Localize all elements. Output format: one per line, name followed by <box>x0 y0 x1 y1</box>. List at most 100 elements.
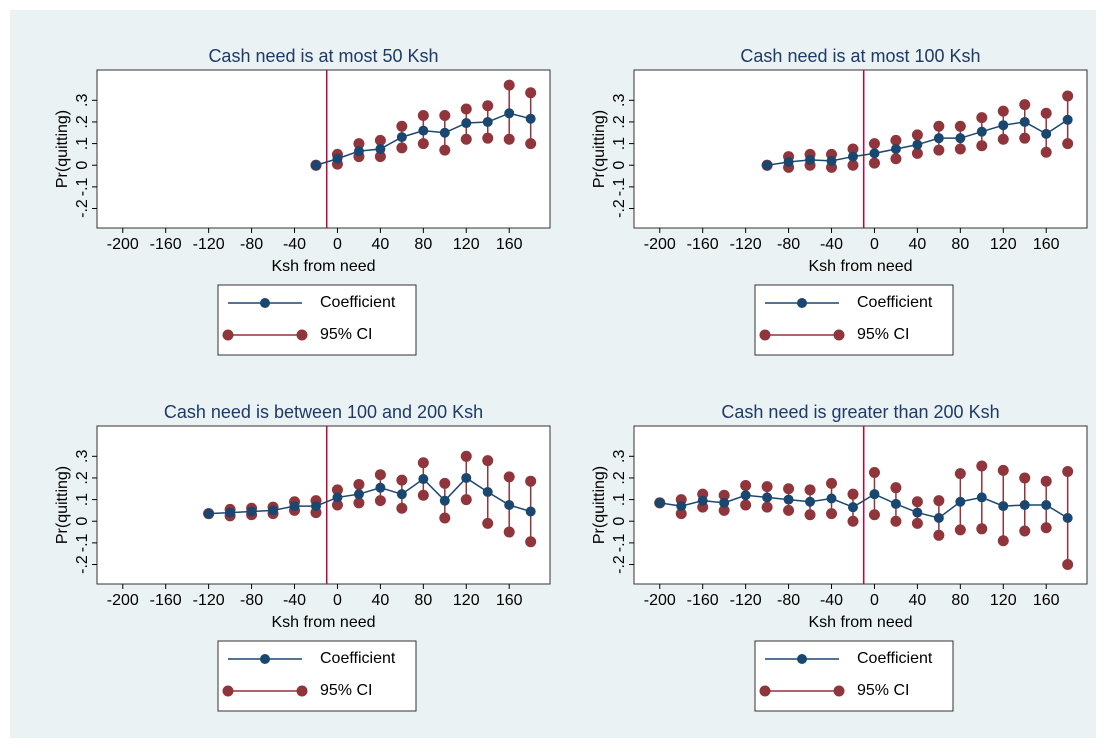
coefficient-marker <box>847 502 858 513</box>
coefficient-marker <box>289 501 300 512</box>
ci-upper-marker <box>460 103 472 115</box>
ci-lower-marker <box>933 529 945 541</box>
coefficient-marker <box>697 495 708 506</box>
x-tick-label: 80 <box>414 592 432 609</box>
ci-lower-marker <box>417 138 429 150</box>
coefficient-marker <box>998 120 1009 131</box>
ci-lower-marker <box>675 508 687 520</box>
y-tick-label: -.2 <box>611 555 628 574</box>
ci-lower-marker <box>954 524 966 536</box>
coefficient-marker <box>353 146 364 157</box>
coefficient-marker <box>482 487 493 498</box>
coefficient-marker <box>805 154 816 165</box>
ci-upper-marker <box>525 475 537 487</box>
coefficient-marker <box>482 116 493 127</box>
ci-lower-marker <box>783 504 795 516</box>
x-tick-label: -40 <box>820 592 843 609</box>
y-tick-label: 0 <box>611 517 628 526</box>
ci-upper-marker <box>826 477 838 489</box>
coefficient-marker <box>310 160 321 171</box>
panel-title: Cash need is between 100 and 200 Ksh <box>164 402 483 422</box>
ci-upper-marker <box>439 477 451 489</box>
coefficient-marker <box>1041 128 1052 139</box>
coefficient-marker <box>1062 114 1073 125</box>
coefficient-marker <box>762 160 773 171</box>
x-tick-label: -160 <box>687 236 719 253</box>
coefficient-marker <box>203 508 214 519</box>
coefficient-marker <box>719 497 730 508</box>
x-axis-label: Ksh from need <box>808 258 912 275</box>
ci-lower-marker <box>740 499 752 511</box>
ci-upper-marker <box>911 129 923 141</box>
ci-upper-marker <box>1062 465 1074 477</box>
ci-upper-marker <box>868 138 880 150</box>
y-tick-label: .3 <box>74 450 91 463</box>
coefficient-marker <box>955 133 966 144</box>
legend-marker <box>222 329 234 341</box>
legend-label: 95% CI <box>857 326 909 343</box>
coefficient-marker <box>353 489 364 500</box>
coefficient-marker <box>783 156 794 167</box>
x-tick-label: 120 <box>453 236 480 253</box>
x-tick-label: -40 <box>283 236 306 253</box>
x-tick-label: -200 <box>644 592 676 609</box>
ci-lower-marker <box>911 517 923 529</box>
y-axis-label: Pr(quitting) <box>54 110 71 188</box>
ci-upper-marker <box>1019 99 1031 111</box>
ci-lower-marker <box>1062 559 1074 571</box>
legend-marker <box>260 298 270 308</box>
ci-lower-marker <box>997 535 1009 547</box>
x-tick-label: 0 <box>870 592 879 609</box>
ci-lower-marker <box>976 523 988 535</box>
x-axis-label: Ksh from need <box>808 614 912 631</box>
ci-upper-marker <box>740 480 752 492</box>
coefficient-marker <box>933 512 944 523</box>
legend-marker <box>759 329 771 341</box>
x-tick-label: 120 <box>990 592 1017 609</box>
x-tick-label: 40 <box>371 236 389 253</box>
y-axis-label: Pr(quitting) <box>54 466 71 544</box>
x-axis-label: Ksh from need <box>271 614 375 631</box>
coefficient-marker <box>375 482 386 493</box>
ci-upper-marker <box>503 471 515 483</box>
coefficient-marker <box>461 118 472 129</box>
coefficient-marker <box>847 151 858 162</box>
ci-upper-marker <box>868 467 880 479</box>
x-tick-label: 80 <box>951 592 969 609</box>
ci-upper-marker <box>718 489 730 501</box>
x-tick-label: 0 <box>870 236 879 253</box>
ci-upper-marker <box>439 109 451 121</box>
ci-upper-marker <box>374 134 386 146</box>
x-tick-label: -120 <box>730 592 762 609</box>
y-tick-label: .3 <box>611 94 628 107</box>
coefficient-marker <box>740 490 751 501</box>
x-tick-label: -160 <box>150 592 182 609</box>
coefficient-marker <box>890 498 901 509</box>
y-tick-label: 0 <box>74 161 91 170</box>
ci-upper-marker <box>1040 107 1052 119</box>
legend-label: 95% CI <box>320 682 372 699</box>
ci-lower-marker <box>997 133 1009 145</box>
ci-upper-marker <box>954 468 966 480</box>
x-tick-label: 40 <box>908 236 926 253</box>
ci-upper-marker <box>353 478 365 490</box>
ci-lower-marker <box>460 494 472 506</box>
coefficient-marker <box>976 492 987 503</box>
ci-lower-marker <box>353 497 365 509</box>
ci-lower-marker <box>396 142 408 154</box>
x-tick-label: -80 <box>777 592 800 609</box>
ci-lower-marker <box>954 143 966 155</box>
y-tick-label: 0 <box>611 161 628 170</box>
x-tick-label: 160 <box>496 592 523 609</box>
x-tick-label: -160 <box>687 592 719 609</box>
ci-lower-marker <box>868 157 880 169</box>
coefficient-marker <box>504 500 515 510</box>
legend-marker <box>759 685 771 697</box>
y-tick-label: -.2 <box>611 199 628 218</box>
legend-marker <box>296 685 308 697</box>
legend-box <box>217 284 417 356</box>
coefficient-marker <box>1041 500 1052 510</box>
ci-lower-marker <box>718 504 730 516</box>
ci-lower-marker <box>525 138 537 150</box>
ci-upper-marker <box>417 109 429 121</box>
